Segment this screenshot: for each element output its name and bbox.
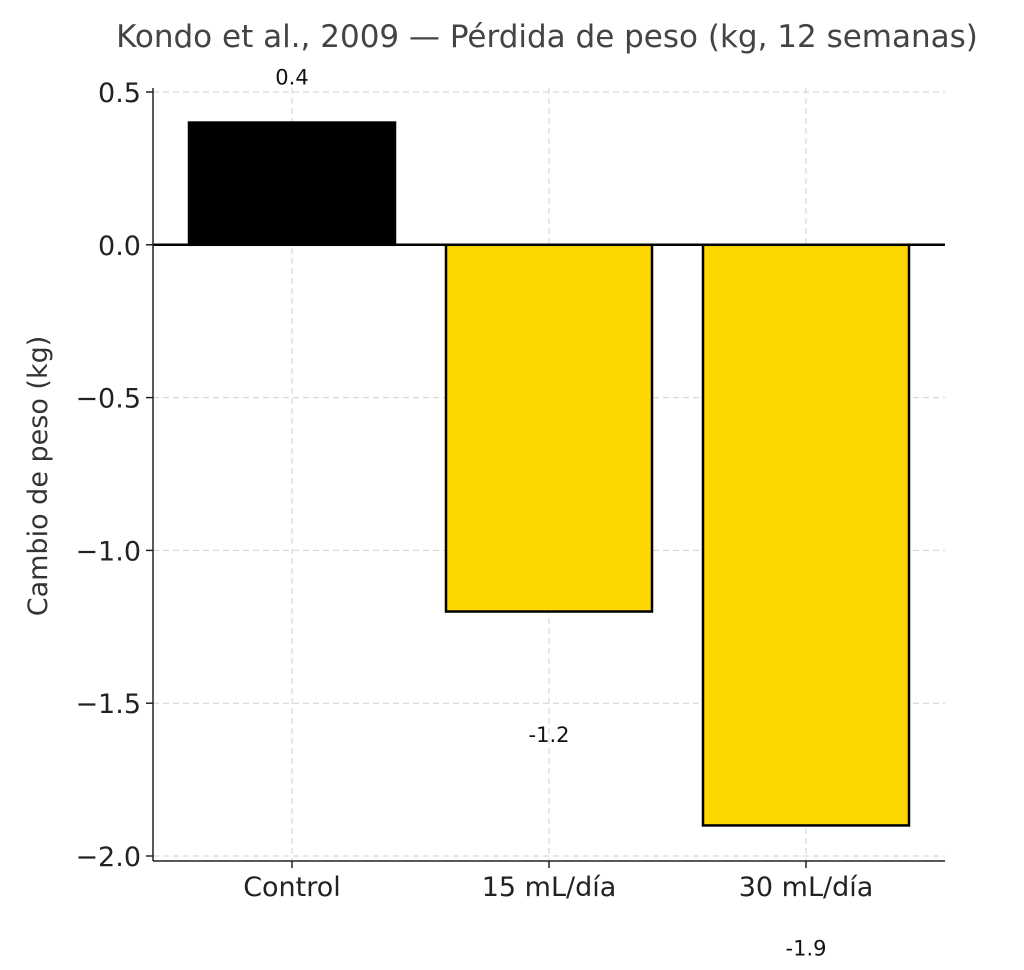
bar-value-label: 0.4 (275, 66, 308, 90)
bar (701, 243, 911, 827)
chart-title: Kondo et al., 2009 — Pérdida de peso (kg… (116, 19, 978, 55)
data-labels: 0.4 -1.2 -1.9 (275, 66, 826, 961)
bar (187, 121, 397, 247)
y-tick-label: 0.0 (98, 231, 141, 262)
bar-value-label: -1.2 (529, 723, 570, 747)
y-tick-label: 0.5 (98, 78, 141, 109)
axes: 0.5 0.0 −0.5 −1.0 −1.5 −2.0 Control 15 mL/día 30… (75, 78, 945, 903)
x-tick-label: 15 mL/día (482, 872, 617, 903)
bar-value-label: -1.9 (786, 937, 827, 961)
x-tick-label: Control (243, 872, 341, 903)
bar (444, 243, 654, 613)
y-tick-label: −1.5 (75, 689, 141, 720)
y-tick-label: −2.0 (75, 842, 141, 873)
bars (187, 121, 911, 827)
y-axis-label: Cambio de peso (kg) (23, 336, 54, 617)
x-tick-label: 30 mL/día (739, 872, 874, 903)
y-tick-label: −1.0 (75, 536, 141, 567)
y-tick-label: −0.5 (75, 384, 141, 415)
